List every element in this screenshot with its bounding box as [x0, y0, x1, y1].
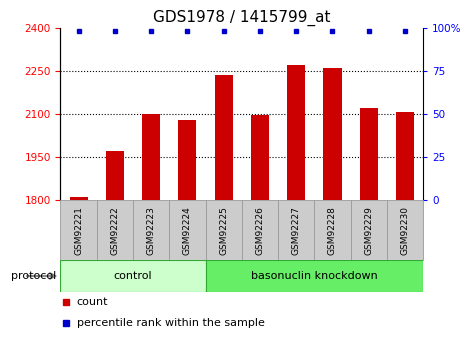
Text: GSM92227: GSM92227 — [292, 206, 301, 255]
Text: GSM92225: GSM92225 — [219, 206, 228, 255]
Text: basonuclin knockdown: basonuclin knockdown — [251, 271, 378, 281]
Bar — [169, 200, 206, 260]
Text: GSM92221: GSM92221 — [74, 206, 83, 255]
Title: GDS1978 / 1415799_at: GDS1978 / 1415799_at — [153, 10, 331, 26]
Bar — [70, 197, 87, 200]
Bar — [251, 115, 269, 200]
Bar — [287, 65, 305, 200]
Bar — [351, 200, 387, 260]
Text: GSM92226: GSM92226 — [255, 206, 265, 255]
Bar — [360, 108, 378, 200]
Bar — [387, 200, 423, 260]
Text: GSM92229: GSM92229 — [364, 206, 373, 255]
Text: count: count — [77, 297, 108, 307]
Text: GSM92224: GSM92224 — [183, 206, 192, 255]
Text: GSM92228: GSM92228 — [328, 206, 337, 255]
Bar — [60, 200, 97, 260]
Text: protocol: protocol — [11, 271, 56, 281]
Bar — [60, 260, 206, 292]
Bar — [133, 200, 169, 260]
Bar — [179, 120, 196, 200]
Bar — [278, 200, 314, 260]
Text: GSM92223: GSM92223 — [146, 206, 156, 255]
Bar — [215, 75, 233, 200]
Bar — [396, 112, 414, 200]
Bar — [142, 114, 160, 200]
Bar — [324, 68, 341, 200]
Bar — [97, 200, 133, 260]
Bar — [206, 260, 423, 292]
Text: GSM92230: GSM92230 — [400, 206, 410, 255]
Bar — [242, 200, 278, 260]
Text: GSM92222: GSM92222 — [110, 206, 120, 255]
Text: control: control — [113, 271, 153, 281]
Text: percentile rank within the sample: percentile rank within the sample — [77, 318, 265, 327]
Bar — [314, 200, 351, 260]
Bar — [106, 151, 124, 200]
Bar — [206, 200, 242, 260]
